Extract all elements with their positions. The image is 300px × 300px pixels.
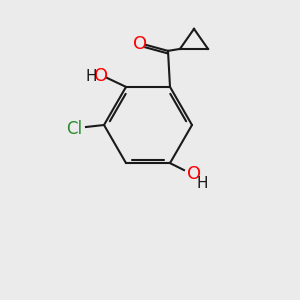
Text: O: O [187,165,201,183]
Text: H: H [196,176,208,190]
Text: O: O [133,35,147,53]
Text: Cl: Cl [66,120,82,138]
Text: O: O [94,67,108,85]
Text: H: H [85,69,97,84]
